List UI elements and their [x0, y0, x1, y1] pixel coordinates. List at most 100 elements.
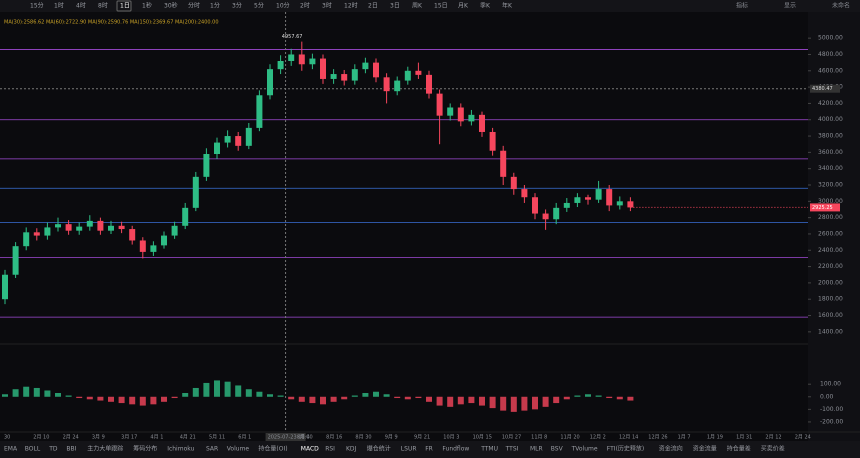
date-label: 12月 2: [590, 435, 606, 441]
macd-bar: [44, 390, 51, 397]
date-label: 10月 3: [443, 435, 459, 441]
period-button[interactable]: 8时: [98, 2, 108, 10]
period-button[interactable]: 月K: [458, 3, 469, 10]
macd-bar: [447, 396, 454, 407]
macd-bar: [500, 396, 507, 411]
macd-bar: [404, 396, 411, 400]
indicator-tab[interactable]: MLR: [530, 446, 543, 453]
indicator-tab[interactable]: RSI: [325, 446, 335, 453]
indicator-tab[interactable]: SAR: [206, 446, 218, 453]
period-button[interactable]: 分时: [188, 2, 200, 10]
candle-body: [489, 131, 496, 151]
indicator-tab[interactable]: 买卖价差: [761, 445, 785, 453]
indicator-tab[interactable]: TTMU: [480, 446, 498, 453]
candle-body: [214, 142, 220, 154]
date-label: 11月 20: [560, 435, 579, 441]
period-button[interactable]: 3分: [232, 2, 242, 10]
macd-bar: [139, 396, 146, 406]
date-label: 2025-07-23 08:00: [268, 435, 313, 441]
period-button[interactable]: 3日: [390, 3, 400, 10]
period-button[interactable]: 周K: [412, 3, 423, 10]
macd-bar: [521, 396, 528, 411]
indicator-tab[interactable]: LSUR: [401, 446, 417, 453]
candle-body: [23, 232, 30, 247]
indicator-tab[interactable]: 筹码分布: [133, 445, 157, 453]
indicator-tab[interactable]: TVolume: [571, 446, 598, 453]
y-tick-label: 3800.00: [818, 133, 843, 140]
candle-body: [192, 176, 199, 208]
candle-body: [426, 74, 432, 94]
candle-body: [595, 189, 602, 200]
macd-tick-label: 0.00: [820, 393, 834, 400]
period-button[interactable]: 2时: [300, 2, 310, 10]
candle-body: [129, 229, 136, 241]
indicator-tab[interactable]: 资金流量: [693, 445, 717, 453]
indicator-tab[interactable]: TTSI: [505, 446, 519, 453]
period-button[interactable]: 2日: [368, 3, 378, 10]
candle-body: [574, 197, 581, 203]
period-button[interactable]: 5分: [254, 2, 264, 10]
candle-body: [150, 245, 157, 252]
indicator-tab[interactable]: FR: [425, 446, 433, 453]
y-tick-label: 2400.00: [818, 247, 843, 254]
toolbar-item[interactable]: 未命名: [832, 2, 850, 10]
date-label: 12月 26: [648, 435, 667, 441]
date-label: 3月 9: [92, 435, 105, 441]
indicator-tab[interactable]: BSV: [551, 446, 564, 453]
indicator-tab[interactable]: 主力大单跟踪: [87, 445, 123, 453]
macd-bar: [23, 386, 30, 397]
candle-body: [118, 225, 125, 230]
candle-body: [86, 220, 93, 227]
candle-body: [394, 80, 401, 92]
period-button[interactable]: 季K: [480, 2, 491, 10]
indicator-tab[interactable]: BBI: [66, 446, 76, 453]
period-button[interactable]: 1时: [54, 2, 64, 10]
macd-bar: [489, 396, 496, 409]
period-button[interactable]: 1分: [210, 2, 220, 10]
y-tick-label: 2800.00: [818, 214, 843, 221]
period-button[interactable]: 年K: [502, 2, 513, 10]
period-button[interactable]: 30秒: [164, 2, 178, 10]
indicator-tab[interactable]: MACD: [301, 446, 319, 453]
toolbar-item[interactable]: 指标: [736, 2, 748, 10]
date-label: 8月 30: [355, 435, 371, 441]
date-label: 9月 9: [385, 435, 398, 441]
indicator-tab[interactable]: KDJ: [346, 446, 357, 453]
indicator-tab[interactable]: 爆仓统计: [367, 445, 391, 453]
indicator-tab[interactable]: BOLL: [25, 446, 41, 453]
ma-legend: MA(30):2586.62 MA(60):2722.90 MA(90):259…: [4, 20, 219, 26]
date-label: 9月 21: [414, 435, 430, 441]
period-button[interactable]: 1日: [120, 3, 130, 10]
macd-bar: [33, 387, 40, 397]
candle-body: [12, 246, 19, 275]
period-button[interactable]: 15分: [30, 2, 44, 10]
macd-bar: [97, 396, 104, 401]
indicator-tab[interactable]: Fundflow: [442, 446, 469, 453]
indicator-tab[interactable]: Ichimoku: [167, 446, 194, 453]
candle-body: [245, 127, 252, 146]
macd-bar: [161, 396, 167, 402]
period-button[interactable]: 4时: [76, 2, 86, 10]
indicator-tab[interactable]: 持仓量差: [727, 445, 751, 453]
period-button[interactable]: 1秒: [142, 2, 152, 10]
macd-bar: [214, 380, 220, 397]
date-label: 5月 11: [209, 435, 225, 441]
period-button[interactable]: 15日: [434, 3, 448, 10]
indicator-tab[interactable]: Volume: [227, 446, 250, 453]
toolbar-item[interactable]: 显示: [784, 3, 796, 10]
indicator-tab[interactable]: EMA: [4, 446, 18, 453]
candle-body: [171, 225, 178, 236]
indicator-tab[interactable]: FTI(历史释放): [607, 445, 644, 453]
indicator-tab[interactable]: 资金流向: [659, 445, 683, 453]
candle-body: [404, 70, 411, 81]
period-button[interactable]: 3时: [322, 2, 332, 10]
indicator-tab[interactable]: 持仓量(OI): [258, 445, 287, 453]
period-button[interactable]: 12时: [344, 2, 358, 10]
date-label: 10月 27: [502, 435, 521, 441]
date-label: 1月 19: [707, 435, 723, 441]
period-button[interactable]: 10分: [276, 2, 290, 10]
macd-bar: [203, 382, 210, 397]
indicator-tab[interactable]: TD: [48, 446, 58, 453]
macd-bar: [224, 381, 231, 397]
candle-body: [76, 226, 83, 231]
